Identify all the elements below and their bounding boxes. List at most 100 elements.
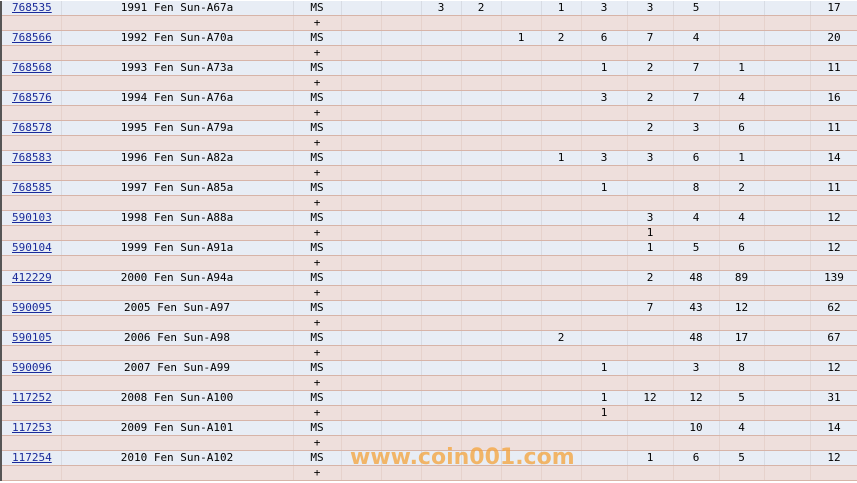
plus-grade-count <box>380 405 422 421</box>
plus-grade-count <box>460 105 502 121</box>
grade-count <box>340 240 382 256</box>
grade-count: 8 <box>718 360 765 376</box>
plus-grade-count <box>540 15 582 31</box>
coin-id-link[interactable]: 412229 <box>12 271 52 284</box>
coin-name: 2006 Fen Sun-A98 <box>60 330 294 346</box>
plus-label: + <box>292 465 342 481</box>
plus-grade-count <box>540 105 582 121</box>
grade-count: 5 <box>672 1 720 16</box>
plus-grade-count <box>420 135 462 151</box>
coin-id-link[interactable]: 590095 <box>12 301 52 314</box>
coin-name: 2008 Fen Sun-A100 <box>60 390 294 406</box>
coin-id-link[interactable]: 768568 <box>12 61 52 74</box>
table-row: 590095 2005 Fen Sun-A97 MS 7 43 12 62 <box>0 300 857 316</box>
grade-count <box>540 90 582 106</box>
grade-count <box>763 360 811 376</box>
plus-grade-count <box>672 105 720 121</box>
plus-grade-count <box>718 405 765 421</box>
grade-count: 4 <box>718 210 765 226</box>
grade-count <box>626 180 674 196</box>
grade-count <box>500 450 542 466</box>
grade-count <box>580 300 628 316</box>
grade-count <box>340 270 382 286</box>
coin-id-link[interactable]: 768578 <box>12 121 52 134</box>
plus-grade-count <box>580 105 628 121</box>
grade-label: MS <box>292 360 342 376</box>
grade-count <box>580 240 628 256</box>
plus-total-empty <box>809 315 857 331</box>
total-count: 12 <box>809 210 857 226</box>
coin-id-link[interactable]: 590105 <box>12 331 52 344</box>
grade-count <box>420 360 462 376</box>
plus-grade-count <box>380 285 422 301</box>
plus-total-empty <box>809 105 857 121</box>
plus-row: +1 <box>0 405 857 421</box>
plus-row: + <box>0 45 857 61</box>
total-count: 14 <box>809 420 857 436</box>
coin-id-link[interactable]: 117254 <box>12 451 52 464</box>
grade-count: 3 <box>580 90 628 106</box>
grade-count <box>763 60 811 76</box>
grade-label: MS <box>292 450 342 466</box>
grade-count <box>380 180 422 196</box>
coin-id-link[interactable]: 768566 <box>12 31 52 44</box>
grade-count <box>340 180 382 196</box>
plus-grade-count <box>580 315 628 331</box>
coin-id-link[interactable]: 117253 <box>12 421 52 434</box>
coin-id-link[interactable]: 590104 <box>12 241 52 254</box>
coin-id-link[interactable]: 768576 <box>12 91 52 104</box>
plus-row: + <box>0 135 857 151</box>
coin-id-link[interactable]: 117252 <box>12 391 52 404</box>
id-cell-empty <box>0 45 62 61</box>
coin-id-link[interactable]: 768535 <box>12 1 52 14</box>
grade-count: 1 <box>718 150 765 166</box>
plus-grade-count <box>380 375 422 391</box>
plus-grade-count <box>626 315 674 331</box>
name-cell-empty <box>60 45 294 61</box>
plus-grade-count <box>340 255 382 271</box>
total-count: 14 <box>809 150 857 166</box>
grade-count: 2 <box>460 1 502 16</box>
plus-grade-count <box>672 45 720 61</box>
plus-grade-count <box>460 255 502 271</box>
plus-grade-count: 1 <box>626 225 674 241</box>
grade-count <box>580 210 628 226</box>
grade-count <box>340 150 382 166</box>
coin-id-link[interactable]: 768583 <box>12 151 52 164</box>
coin-id-link[interactable]: 590103 <box>12 211 52 224</box>
plus-grade-count <box>380 315 422 331</box>
grade-count <box>420 180 462 196</box>
table-row: 768576 1994 Fen Sun-A76a MS 3 2 7 4 16 <box>0 90 857 106</box>
coin-name: 1994 Fen Sun-A76a <box>60 90 294 106</box>
plus-row: + <box>0 435 857 451</box>
plus-grade-count <box>580 15 628 31</box>
coin-name: 1993 Fen Sun-A73a <box>60 60 294 76</box>
table-row: 412229 2000 Fen Sun-A94a MS 2 48 89 139 <box>0 270 857 286</box>
plus-grade-count <box>718 225 765 241</box>
coin-id-link[interactable]: 768585 <box>12 181 52 194</box>
table-row: 768535 1991 Fen Sun-A67a MS 3 2 1 3 3 5 17 <box>0 1 857 16</box>
plus-label: + <box>292 435 342 451</box>
id-cell: 117253 <box>0 420 62 436</box>
grade-label: MS <box>292 420 342 436</box>
plus-grade-count <box>500 135 542 151</box>
plus-label: + <box>292 375 342 391</box>
coin-id-link[interactable]: 590096 <box>12 361 52 374</box>
plus-grade-count <box>420 105 462 121</box>
grade-count <box>380 120 422 136</box>
grade-count: 1 <box>580 390 628 406</box>
plus-grade-count <box>540 255 582 271</box>
grade-count <box>500 330 542 346</box>
plus-grade-count <box>763 315 811 331</box>
id-cell: 768566 <box>0 30 62 46</box>
plus-grade-count <box>763 45 811 61</box>
plus-grade-count <box>763 345 811 361</box>
name-cell-empty <box>60 405 294 421</box>
plus-grade-count <box>380 195 422 211</box>
plus-grade-count <box>626 405 674 421</box>
grade-count <box>460 390 502 406</box>
name-cell-empty <box>60 195 294 211</box>
grade-count <box>420 150 462 166</box>
plus-grade-count <box>340 315 382 331</box>
grade-count <box>420 270 462 286</box>
